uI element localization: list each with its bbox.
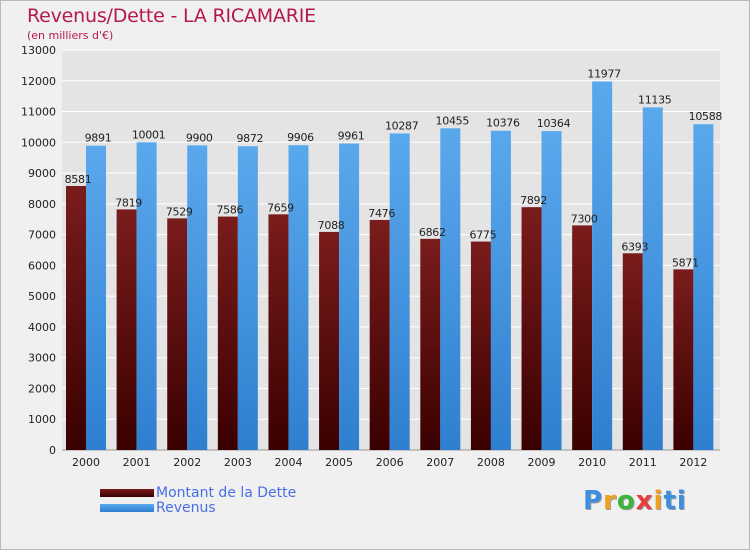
x-tick-label: 2004 bbox=[274, 456, 302, 469]
data-label-dette: 8581 bbox=[65, 173, 92, 186]
bar-revenus-2001 bbox=[136, 142, 157, 450]
y-tick-label: 5000 bbox=[28, 290, 56, 303]
bar-dette-2008 bbox=[470, 241, 491, 450]
x-tick-label: 2011 bbox=[629, 456, 657, 469]
legend-swatch-revenus bbox=[100, 504, 154, 512]
x-tick-label: 2000 bbox=[72, 456, 100, 469]
x-tick-label: 2006 bbox=[376, 456, 404, 469]
data-label-dette: 7088 bbox=[318, 219, 345, 232]
data-label-dette: 5871 bbox=[672, 256, 699, 269]
data-label-dette: 7659 bbox=[267, 201, 294, 214]
data-label-revenus: 10376 bbox=[486, 117, 520, 130]
data-label-dette: 6393 bbox=[621, 240, 648, 253]
data-label-dette: 6862 bbox=[419, 226, 446, 239]
y-axis-labels: 0 1000 2000 3000 4000 5000 6000 7000 8000 9000 100… bbox=[21, 44, 56, 457]
bar-dette-2000 bbox=[66, 185, 86, 450]
bar-dette-2006 bbox=[369, 219, 390, 450]
x-tick-label: 2008 bbox=[477, 456, 505, 469]
bar-revenus-2003 bbox=[237, 146, 258, 450]
x-tick-label: 2005 bbox=[325, 456, 353, 469]
y-tick-label: 8000 bbox=[28, 198, 56, 211]
data-label-revenus: 11135 bbox=[638, 93, 672, 106]
bar-revenus-2010 bbox=[592, 81, 613, 450]
bar-dette-2002 bbox=[167, 218, 188, 450]
x-tick-label: 2012 bbox=[679, 456, 707, 469]
x-tick-label: 2002 bbox=[173, 456, 201, 469]
y-tick-label: 12000 bbox=[21, 75, 56, 88]
data-labels: 8581 9891 7819 10001 7529 9900 7586 9872 7659 990… bbox=[65, 67, 723, 269]
y-tick-label: 3000 bbox=[28, 352, 56, 365]
bar-revenus-2002 bbox=[187, 145, 208, 450]
data-label-dette: 6775 bbox=[470, 229, 497, 242]
data-label-revenus: 9961 bbox=[338, 130, 365, 143]
y-tick-label: 13000 bbox=[21, 44, 56, 57]
bar-dette-2003 bbox=[217, 216, 238, 450]
bar-revenus-2000 bbox=[86, 145, 106, 450]
chart-title: Revenus/Dette - LA RICAMARIE bbox=[27, 5, 316, 27]
bar-dette-2009 bbox=[521, 207, 542, 450]
y-tick-label: 1000 bbox=[28, 413, 56, 426]
bar-dette-2012 bbox=[673, 269, 694, 450]
y-tick-label: 0 bbox=[49, 444, 56, 457]
x-tick-label: 2003 bbox=[224, 456, 252, 469]
x-tick-label: 2007 bbox=[426, 456, 454, 469]
bar-revenus-2008 bbox=[490, 130, 511, 450]
data-label-revenus: 10287 bbox=[385, 119, 419, 132]
y-tick-label: 6000 bbox=[28, 259, 56, 272]
data-label-dette: 7529 bbox=[166, 205, 193, 218]
bar-revenus-2004 bbox=[288, 145, 309, 450]
data-label-dette: 7892 bbox=[520, 194, 547, 207]
bar-dette-2007 bbox=[420, 238, 441, 450]
proxiti-logo: Proxiti bbox=[583, 486, 687, 516]
legend-label-revenus: Revenus bbox=[156, 500, 216, 516]
bar-dette-2001 bbox=[116, 209, 137, 450]
data-label-revenus: 9906 bbox=[287, 131, 314, 144]
data-label-dette: 7300 bbox=[571, 212, 598, 225]
bar-revenus-2009 bbox=[541, 131, 562, 450]
y-tick-label: 10000 bbox=[21, 136, 56, 149]
bars-group bbox=[66, 81, 714, 451]
data-label-dette: 7476 bbox=[368, 207, 395, 220]
y-tick-label: 2000 bbox=[28, 382, 56, 395]
bar-dette-2010 bbox=[572, 225, 593, 450]
x-tick-label: 2009 bbox=[528, 456, 556, 469]
x-tick-label: 2001 bbox=[123, 456, 151, 469]
data-label-dette: 7586 bbox=[216, 204, 243, 217]
bar-dette-2011 bbox=[622, 253, 643, 450]
legend-label-dette: Montant de la Dette bbox=[156, 485, 297, 501]
bar-revenus-2011 bbox=[642, 107, 663, 450]
data-label-revenus: 11977 bbox=[587, 67, 621, 80]
bar-revenus-2005 bbox=[339, 143, 360, 450]
data-label-revenus: 10001 bbox=[132, 128, 166, 141]
data-label-dette: 7819 bbox=[115, 196, 142, 209]
x-tick-label: 2010 bbox=[578, 456, 606, 469]
data-label-revenus: 9900 bbox=[186, 131, 213, 144]
legend-swatch-dette bbox=[100, 489, 154, 497]
data-label-revenus: 10364 bbox=[537, 117, 571, 130]
y-tick-label: 11000 bbox=[21, 106, 56, 119]
bar-revenus-2007 bbox=[440, 128, 461, 451]
bar-dette-2004 bbox=[268, 214, 289, 450]
chart-subtitle: (en milliers d'€) bbox=[27, 29, 114, 42]
bar-revenus-2012 bbox=[693, 124, 714, 450]
bar-dette-2005 bbox=[319, 231, 340, 450]
bar-revenus-2006 bbox=[389, 133, 410, 450]
data-label-revenus: 9872 bbox=[236, 132, 263, 145]
y-tick-label: 7000 bbox=[28, 229, 56, 242]
data-label-revenus: 10455 bbox=[436, 114, 470, 127]
data-label-revenus: 10588 bbox=[689, 110, 723, 123]
y-tick-label: 4000 bbox=[28, 321, 56, 334]
data-label-revenus: 9891 bbox=[85, 132, 112, 145]
x-axis-labels: 2000 2001 2002 2003 2004 2005 2006 2007 2008 2009… bbox=[72, 456, 707, 469]
y-tick-label: 9000 bbox=[28, 167, 56, 180]
